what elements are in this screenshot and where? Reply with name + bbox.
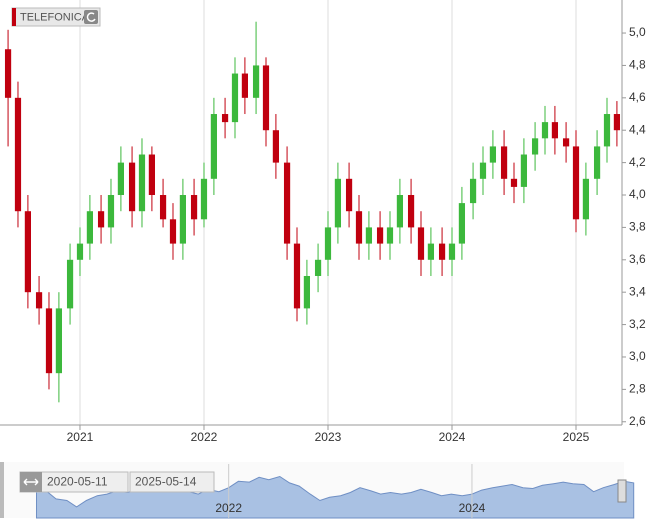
candle-body (55, 308, 63, 374)
candle-body (479, 162, 487, 179)
range-arrows (23, 478, 39, 486)
candle-body (531, 138, 539, 155)
candle-body (200, 178, 208, 220)
candle-body (334, 178, 342, 228)
candle-body (355, 211, 363, 244)
candle-body (603, 114, 611, 147)
candle-body (148, 154, 156, 196)
navigator-tick-label: 2022 (215, 501, 242, 515)
candle-body (24, 211, 32, 293)
y-tick-label: 4,6 (629, 90, 646, 104)
candle-body (128, 162, 136, 212)
candle-body (396, 195, 404, 228)
candle-body (303, 275, 311, 309)
candle-body (469, 178, 477, 204)
candle-body (4, 49, 12, 98)
x-tick-label: 2024 (439, 430, 466, 444)
candle-body (210, 114, 218, 179)
y-tick-label: 3,0 (629, 349, 646, 363)
candle-body (407, 195, 415, 228)
refresh-button[interactable] (84, 10, 98, 24)
candle-body (262, 65, 270, 131)
end-date-box[interactable] (129, 471, 215, 493)
candle-body (190, 195, 198, 220)
candle-body (365, 227, 373, 244)
symbol-title: TELEFONICA (20, 11, 90, 23)
candle-body (45, 308, 53, 374)
candle-body (35, 292, 43, 309)
x-tick-label: 2021 (67, 430, 94, 444)
candle-body (500, 146, 508, 179)
x-tick-label: 2023 (315, 430, 342, 444)
candle-body (427, 243, 435, 260)
candle-body (376, 227, 384, 244)
candle-body (241, 73, 249, 98)
candle-body (169, 219, 177, 244)
y-tick-label: 4,8 (629, 58, 646, 72)
navigator-tick-label: 2024 (459, 501, 486, 515)
candle-body (221, 114, 229, 123)
candle-body (520, 154, 528, 187)
candle-body (14, 97, 22, 212)
candle-body (179, 195, 187, 244)
y-tick-label: 4,4 (629, 122, 646, 136)
axes: 2021 2022 2023 2024 2025 2,6 2,8 3,0 3,2 3,4 3,6 3,… (67, 25, 646, 444)
y-tick-label: 3,6 (629, 252, 646, 266)
candle-body (272, 130, 280, 163)
candle-body (438, 243, 446, 260)
candle-body (66, 259, 74, 309)
candle-body (541, 122, 549, 139)
y-tick-label: 4,0 (629, 187, 646, 201)
candle-body (117, 162, 125, 196)
symbol-color (12, 8, 16, 26)
candle-body (345, 178, 353, 212)
candle-body (107, 195, 115, 228)
start-date: 2020-05-11 (47, 475, 108, 489)
candle-body (159, 195, 167, 220)
x-tick-label: 2025 (563, 430, 590, 444)
candle-body (582, 178, 590, 220)
candle-body (283, 162, 291, 244)
y-tick-label: 3,4 (629, 284, 646, 298)
candle-body (510, 178, 518, 187)
x-tick-label: 2022 (191, 430, 218, 444)
candle-body (252, 65, 260, 98)
candle-body (562, 138, 570, 147)
y-tick-label: 3,8 (629, 220, 646, 234)
candle-body (324, 227, 332, 260)
candle-body (138, 154, 146, 212)
y-tick-label: 2,6 (629, 414, 646, 428)
end-date: 2025-05-14 (135, 475, 197, 489)
candle-body (293, 243, 301, 309)
candle-body (593, 146, 601, 179)
navigator-handle-left[interactable] (0, 462, 4, 518)
candle-body (76, 243, 84, 260)
candle-body (386, 227, 394, 244)
candle-body (489, 146, 497, 163)
y-tick-label: 3,2 (629, 317, 646, 331)
candle-body (551, 122, 559, 139)
candle-body (231, 73, 239, 123)
candle-body (613, 114, 621, 131)
navigator-handle-right[interactable] (617, 479, 627, 503)
candle-body (448, 243, 456, 260)
candle-body (458, 203, 466, 244)
candle-body (97, 211, 105, 228)
y-tick-label: 4,2 (629, 155, 646, 169)
candle-body (417, 227, 425, 260)
candle-body (572, 146, 580, 220)
y-tick-label: 2,8 (629, 382, 646, 396)
candle-body (86, 211, 94, 244)
refresh-icon (86, 12, 96, 22)
candle-body (314, 259, 322, 276)
y-tick-label: 5,0 (629, 25, 646, 39)
candles (4, 21, 621, 403)
